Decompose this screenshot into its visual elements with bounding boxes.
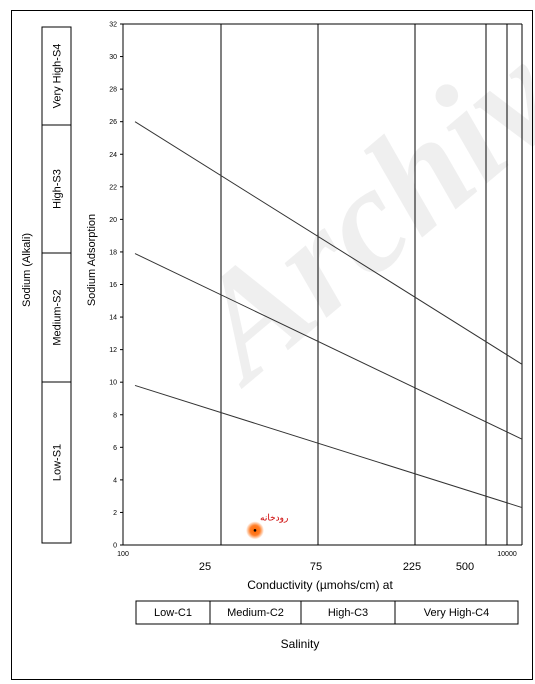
salinity-hazard-row: Low-C1 Medium-C2 High-C3 Very High-C4 xyxy=(135,600,519,625)
sodium-class-label: High-S3 xyxy=(52,169,64,209)
x-tick-label: 75 xyxy=(310,561,322,573)
y-tick-label: 14 xyxy=(109,315,117,322)
y-tick-label: 28 xyxy=(109,87,117,94)
outer-y-axis-label: Sodium (Alkali) xyxy=(21,233,33,307)
hazard-boundary-line-3 xyxy=(134,384,523,509)
x-axis-label: Conductivity (µmohs/cm) at xyxy=(247,578,393,592)
y-tick-label: 12 xyxy=(109,347,117,354)
y-tick-label: 6 xyxy=(113,445,117,452)
y-tick-label: 30 xyxy=(109,54,117,61)
sodium-hazard-column: Low-S1 Medium-S2 High-S3 Very High-S4 xyxy=(41,26,72,544)
sodium-class-label: Low-S1 xyxy=(52,444,64,481)
x-tick-label: 10000 xyxy=(497,551,517,558)
y-tick-label: 18 xyxy=(109,249,117,256)
x-tick-label: 100 xyxy=(117,551,129,558)
sodium-class-label: Medium-S2 xyxy=(52,289,64,345)
y-tick-label: 20 xyxy=(109,217,117,224)
salinity-title: Salinity xyxy=(281,637,320,651)
hazard-boundary-line-2 xyxy=(134,253,523,440)
sodium-class-column-border xyxy=(41,26,72,544)
x-tick-label: 25 xyxy=(199,561,211,573)
y-tick-label: 0 xyxy=(113,543,117,550)
y-tick-label: 4 xyxy=(113,477,117,484)
chart-frame xyxy=(11,10,533,680)
x-tick-label: 225 xyxy=(403,561,421,573)
salinity-class-row-border xyxy=(135,600,519,625)
salinity-class-label: Medium-C2 xyxy=(227,607,284,619)
data-point-label: رودخانه xyxy=(260,512,288,523)
y-tick-label: 24 xyxy=(109,152,117,159)
salinity-class-label: High-C3 xyxy=(328,607,368,619)
y-tick-label: 10 xyxy=(109,380,117,387)
x-tick-label: 500 xyxy=(456,561,474,573)
sodium-class-label: Very High-S4 xyxy=(52,44,64,109)
y-tick-label: 32 xyxy=(109,22,117,29)
y-tick-label: 22 xyxy=(109,184,117,191)
y-axis-label: Sodium Adsorption xyxy=(86,214,98,306)
salinity-class-label: Low-C1 xyxy=(154,607,192,619)
salinity-class-label: Very High-C4 xyxy=(424,607,489,619)
y-tick-label: 26 xyxy=(109,119,117,126)
data-point xyxy=(253,529,257,532)
y-tick-label: 2 xyxy=(113,510,117,517)
y-tick-label: 16 xyxy=(109,282,117,289)
hazard-boundary-line-1 xyxy=(134,121,523,365)
y-tick-label: 8 xyxy=(113,412,117,419)
